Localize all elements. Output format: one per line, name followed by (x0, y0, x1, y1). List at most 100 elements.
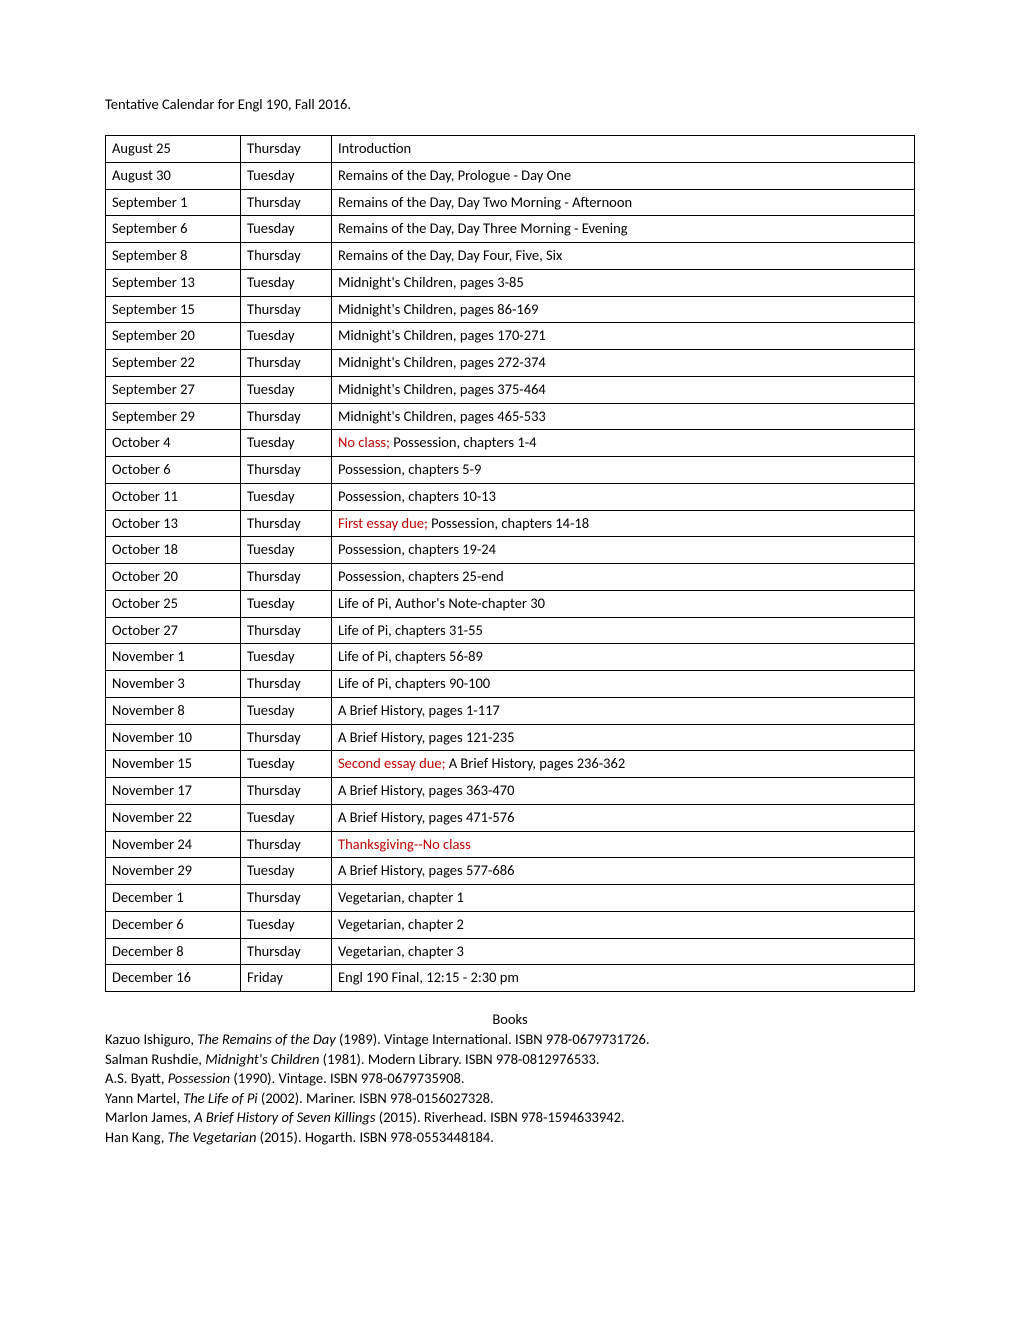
table-row: September 13TuesdayMidnight's Children, … (106, 269, 915, 296)
topic-cell: Possession, chapters 25-end (332, 564, 915, 591)
table-row: October 20ThursdayPossession, chapters 2… (106, 564, 915, 591)
topic-cell: Introduction (332, 136, 915, 163)
topic-cell: Remains of the Day, Day Three Morning - … (332, 216, 915, 243)
day-cell: Tuesday (241, 483, 332, 510)
day-cell: Thursday (241, 778, 332, 805)
topic-cell: Life of Pi, chapters 90-100 (332, 671, 915, 698)
day-cell: Tuesday (241, 644, 332, 671)
date-cell: October 11 (106, 483, 241, 510)
topic-cell: Midnight's Children, pages 3-85 (332, 269, 915, 296)
table-row: September 6TuesdayRemains of the Day, Da… (106, 216, 915, 243)
date-cell: August 30 (106, 162, 241, 189)
table-row: November 24ThursdayThanksgiving--No clas… (106, 831, 915, 858)
table-row: September 22ThursdayMidnight's Children,… (106, 350, 915, 377)
day-cell: Tuesday (241, 858, 332, 885)
topic-cell: Midnight's Children, pages 272-374 (332, 350, 915, 377)
table-row: December 16FridayEngl 190 Final, 12:15 -… (106, 965, 915, 992)
date-cell: September 29 (106, 403, 241, 430)
date-cell: December 6 (106, 911, 241, 938)
table-row: December 8ThursdayVegetarian, chapter 3 (106, 938, 915, 965)
topic-cell: Vegetarian, chapter 3 (332, 938, 915, 965)
topic-cell: Possession, chapters 10-13 (332, 483, 915, 510)
day-cell: Tuesday (241, 376, 332, 403)
topic-cell: Remains of the Day, Day Two Morning - Af… (332, 189, 915, 216)
table-row: August 30TuesdayRemains of the Day, Prol… (106, 162, 915, 189)
date-cell: September 1 (106, 189, 241, 216)
topic-cell: A Brief History, pages 577-686 (332, 858, 915, 885)
date-cell: September 8 (106, 243, 241, 270)
calendar-table: August 25ThursdayIntroductionAugust 30Tu… (105, 135, 915, 992)
table-row: October 6ThursdayPossession, chapters 5-… (106, 457, 915, 484)
day-cell: Tuesday (241, 269, 332, 296)
day-cell: Tuesday (241, 216, 332, 243)
day-cell: Tuesday (241, 804, 332, 831)
books-header: Books (105, 1010, 915, 1028)
topic-cell: Life of Pi, chapters 31-55 (332, 617, 915, 644)
table-row: September 1ThursdayRemains of the Day, D… (106, 189, 915, 216)
day-cell: Tuesday (241, 590, 332, 617)
date-cell: November 15 (106, 751, 241, 778)
date-cell: October 13 (106, 510, 241, 537)
date-cell: September 13 (106, 269, 241, 296)
day-cell: Thursday (241, 938, 332, 965)
date-cell: December 8 (106, 938, 241, 965)
page: Tentative Calendar for Engl 190, Fall 20… (0, 0, 1020, 1320)
topic-cell: Life of Pi, chapters 56-89 (332, 644, 915, 671)
day-cell: Thursday (241, 189, 332, 216)
table-row: November 17ThursdayA Brief History, page… (106, 778, 915, 805)
date-cell: October 20 (106, 564, 241, 591)
day-cell: Thursday (241, 724, 332, 751)
table-row: November 1TuesdayLife of Pi, chapters 56… (106, 644, 915, 671)
book-entry: Yann Martel, The Life of Pi (2002). Mari… (105, 1089, 915, 1109)
day-cell: Thursday (241, 136, 332, 163)
day-cell: Thursday (241, 350, 332, 377)
table-row: December 1ThursdayVegetarian, chapter 1 (106, 885, 915, 912)
date-cell: September 15 (106, 296, 241, 323)
table-row: October 11TuesdayPossession, chapters 10… (106, 483, 915, 510)
day-cell: Thursday (241, 403, 332, 430)
table-row: October 13ThursdayFirst essay due; Posse… (106, 510, 915, 537)
date-cell: November 3 (106, 671, 241, 698)
table-row: September 20TuesdayMidnight's Children, … (106, 323, 915, 350)
date-cell: October 27 (106, 617, 241, 644)
topic-cell: Possession, chapters 5-9 (332, 457, 915, 484)
date-cell: October 4 (106, 430, 241, 457)
date-cell: November 10 (106, 724, 241, 751)
table-row: October 4TuesdayNo class; Possession, ch… (106, 430, 915, 457)
table-row: October 18TuesdayPossession, chapters 19… (106, 537, 915, 564)
topic-cell: Second essay due; A Brief History, pages… (332, 751, 915, 778)
day-cell: Tuesday (241, 430, 332, 457)
table-row: November 8TuesdayA Brief History, pages … (106, 697, 915, 724)
topic-cell: Midnight's Children, pages 375-464 (332, 376, 915, 403)
day-cell: Friday (241, 965, 332, 992)
day-cell: Thursday (241, 243, 332, 270)
date-cell: October 6 (106, 457, 241, 484)
date-cell: September 6 (106, 216, 241, 243)
book-entry: A.S. Byatt, Possession (1990). Vintage. … (105, 1069, 915, 1089)
book-entry: Marlon James, A Brief History of Seven K… (105, 1108, 915, 1128)
date-cell: October 18 (106, 537, 241, 564)
day-cell: Tuesday (241, 537, 332, 564)
date-cell: November 24 (106, 831, 241, 858)
table-row: August 25ThursdayIntroduction (106, 136, 915, 163)
day-cell: Thursday (241, 564, 332, 591)
date-cell: November 29 (106, 858, 241, 885)
topic-cell: A Brief History, pages 471-576 (332, 804, 915, 831)
topic-cell: Life of Pi, Author's Note-chapter 30 (332, 590, 915, 617)
day-cell: Tuesday (241, 697, 332, 724)
books-list: Kazuo Ishiguro, The Remains of the Day (… (105, 1030, 915, 1147)
table-row: November 29TuesdayA Brief History, pages… (106, 858, 915, 885)
book-entry: Salman Rushdie, Midnight's Children (198… (105, 1050, 915, 1070)
table-row: November 10ThursdayA Brief History, page… (106, 724, 915, 751)
page-title: Tentative Calendar for Engl 190, Fall 20… (105, 95, 915, 113)
topic-cell: Midnight's Children, pages 170-271 (332, 323, 915, 350)
table-row: November 15TuesdaySecond essay due; A Br… (106, 751, 915, 778)
topic-cell: Engl 190 Final, 12:15 - 2:30 pm (332, 965, 915, 992)
date-cell: September 27 (106, 376, 241, 403)
table-row: December 6TuesdayVegetarian, chapter 2 (106, 911, 915, 938)
day-cell: Thursday (241, 510, 332, 537)
date-cell: November 1 (106, 644, 241, 671)
topic-cell: Vegetarian, chapter 2 (332, 911, 915, 938)
day-cell: Thursday (241, 296, 332, 323)
topic-cell: Midnight's Children, pages 86-169 (332, 296, 915, 323)
